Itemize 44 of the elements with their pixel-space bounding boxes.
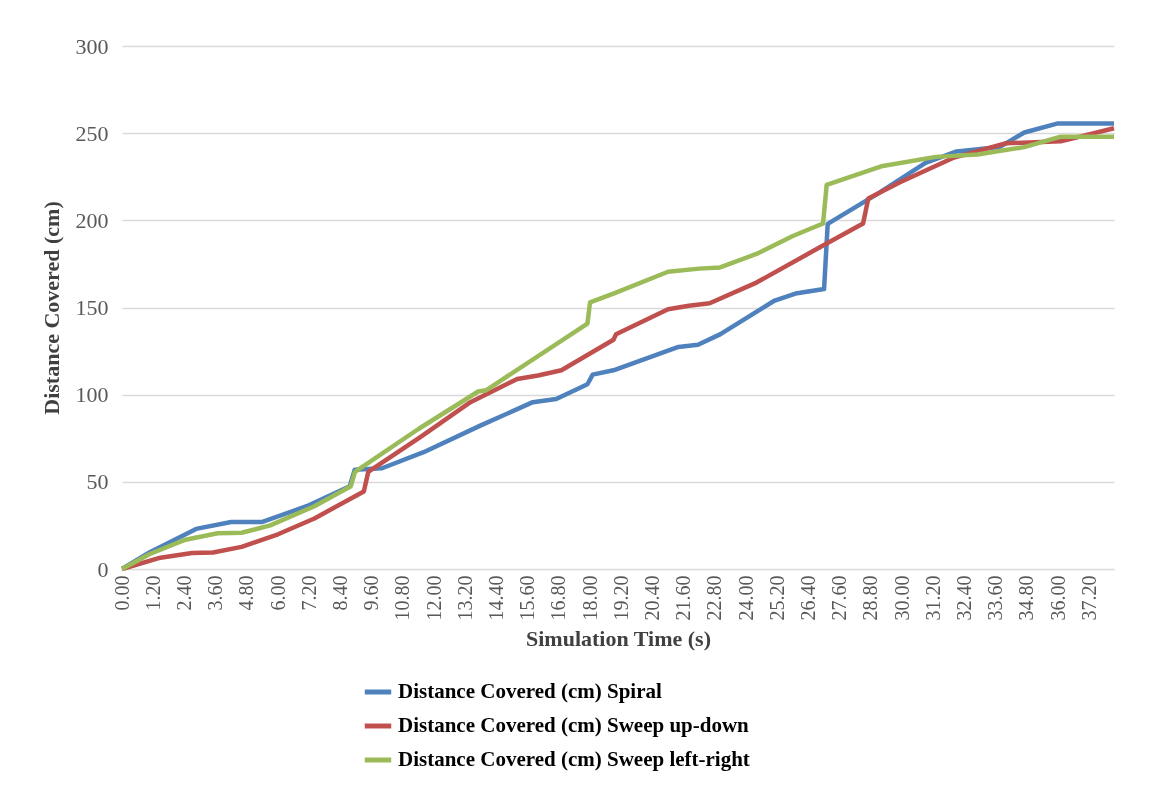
x-tick-label: 1.20 — [141, 575, 164, 611]
x-tick-label: 19.20 — [609, 575, 632, 621]
y-axis-title: Distance Covered (cm) — [38, 201, 64, 415]
x-tick-label: 22.80 — [703, 575, 726, 621]
y-tick-label: 300 — [75, 33, 109, 59]
x-tick-label: 4.80 — [235, 575, 258, 611]
x-tick-label: 36.00 — [1046, 575, 1069, 621]
x-tick-label: 12.00 — [422, 575, 445, 621]
x-tick-label: 30.00 — [890, 575, 913, 621]
y-tick-label: 250 — [75, 120, 109, 146]
y-tick-label: 50 — [86, 469, 109, 495]
x-tick-label: 16.80 — [547, 575, 570, 621]
x-tick-label: 15.60 — [516, 575, 539, 621]
legend-label: Distance Covered (cm) Sweep up-down — [398, 713, 750, 737]
x-tick-label: 10.80 — [391, 575, 414, 621]
x-tick-label: 21.60 — [672, 575, 695, 621]
x-tick-label: 0.00 — [110, 575, 133, 611]
x-tick-label: 14.40 — [484, 575, 507, 621]
x-tick-label: 24.00 — [734, 575, 757, 621]
x-tick-label: 34.80 — [1015, 575, 1038, 621]
y-tick-label: 100 — [75, 382, 109, 408]
x-tick-label: 33.60 — [984, 575, 1007, 621]
y-tick-label: 200 — [75, 207, 109, 233]
y-tick-label: 150 — [75, 295, 109, 320]
x-tick-label: 31.20 — [921, 575, 944, 621]
x-tick-label: 26.40 — [796, 575, 819, 621]
x-tick-label: 25.20 — [765, 575, 788, 621]
y-tick-label: 0 — [97, 556, 109, 582]
legend-label: Distance Covered (cm) Spiral — [398, 679, 662, 703]
x-tick-label: 9.60 — [360, 575, 383, 611]
x-tick-label: 3.60 — [204, 575, 227, 611]
x-tick-label: 2.40 — [172, 575, 195, 611]
x-tick-label: 13.20 — [453, 575, 476, 621]
x-tick-label: 20.40 — [640, 575, 663, 621]
x-tick-label: 28.80 — [859, 575, 882, 621]
x-tick-label: 7.20 — [297, 575, 320, 611]
x-tick-label: 18.00 — [578, 575, 601, 621]
x-tick-label: 27.60 — [828, 575, 851, 621]
legend-label: Distance Covered (cm) Sweep left-right — [398, 747, 750, 771]
x-tick-label: 32.40 — [952, 575, 975, 621]
x-tick-label: 6.00 — [266, 575, 289, 611]
x-tick-label: 37.20 — [1077, 575, 1100, 621]
x-axis-title: Simulation Time (s) — [526, 625, 711, 651]
x-tick-label: 8.40 — [328, 575, 351, 611]
